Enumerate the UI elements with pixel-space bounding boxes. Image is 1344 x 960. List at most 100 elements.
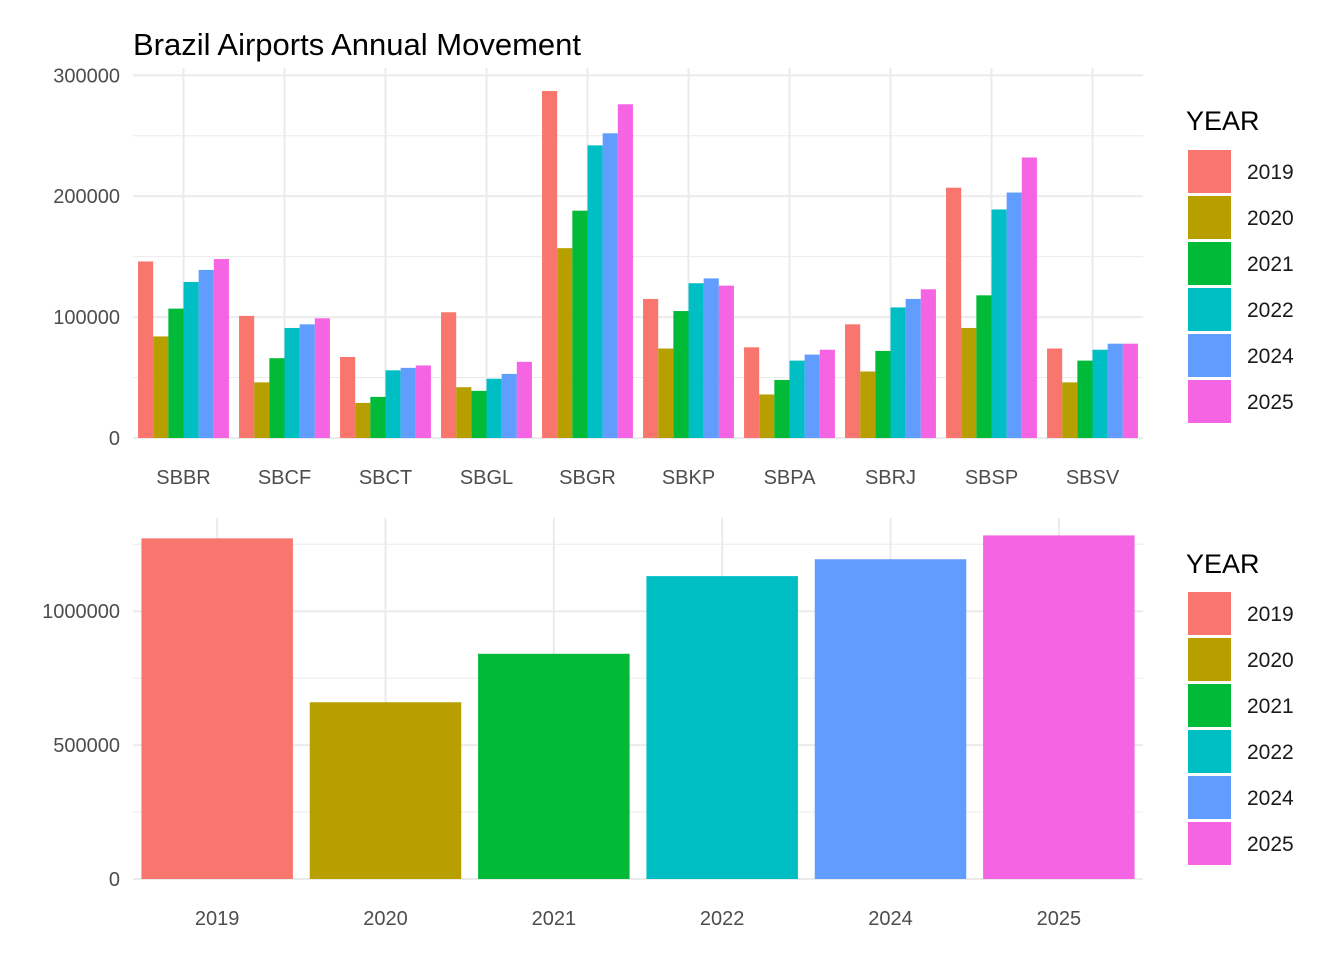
- legend-label: 2020: [1247, 207, 1294, 230]
- legend-label: 2024: [1247, 787, 1294, 810]
- bar-sbsv-2024: [1107, 343, 1123, 438]
- bar-sbsp-2022: [991, 209, 1007, 438]
- y-tick-label: 1000000: [42, 601, 120, 623]
- x-tick-label: SBPA: [764, 467, 817, 489]
- bar-sbsp-2020: [961, 327, 977, 438]
- legend-label: 2019: [1247, 161, 1294, 184]
- legend-key-2021: [1188, 242, 1231, 285]
- bar-sbrj-2025: [920, 289, 936, 438]
- legend-title: YEAR: [1186, 106, 1260, 136]
- bar-sbbr-2020: [153, 336, 169, 438]
- bar-sbcf-2021: [269, 358, 285, 438]
- legend-airports: YEAR 2019 2020 2021 2022 2024 2025: [1186, 106, 1294, 423]
- legend-key-2020: [1188, 196, 1231, 239]
- y-tick-label: 200000: [53, 186, 120, 208]
- bar-sbkp-2020: [658, 348, 674, 438]
- bar-sbpa-2025: [819, 349, 835, 438]
- x-tick-label: 2020: [363, 908, 408, 930]
- legend-title: YEAR: [1186, 549, 1260, 579]
- bar-sbgl-2025: [516, 361, 532, 438]
- bar-sbct-2019: [340, 356, 356, 438]
- bar-sbcf-2024: [299, 324, 315, 438]
- bar-total-2021: [478, 653, 630, 879]
- x-tick-label: SBCT: [359, 467, 412, 489]
- legend-totals: YEAR 2019 2020 2021 2022 2024 2025: [1186, 549, 1294, 865]
- bar-sbbr-2019: [138, 261, 154, 438]
- bar-sbkp-2024: [703, 278, 719, 438]
- bar-sbgl-2022: [486, 378, 502, 438]
- bar-sbct-2021: [370, 396, 386, 438]
- bar-sbsp-2021: [976, 295, 992, 438]
- bar-sbgr-2021: [572, 210, 588, 438]
- bar-sbgr-2019: [542, 90, 558, 439]
- bar-sbbr-2024: [198, 269, 214, 438]
- bar-total-2024: [814, 559, 967, 879]
- legend-label: 2022: [1247, 299, 1294, 322]
- bar-total-2025: [983, 535, 1135, 879]
- x-tick-label: SBKP: [662, 467, 715, 489]
- x-tick-label: SBBR: [156, 467, 210, 489]
- legend-label: 2021: [1247, 695, 1294, 718]
- bar-sbsv-2020: [1062, 382, 1078, 438]
- panel-total-by-year: 0 500000 1000000 2019 2020 2021 2022 2024 2025: [42, 518, 1143, 930]
- legend-key-2024: [1188, 334, 1231, 377]
- legend-key-2024: [1188, 776, 1231, 819]
- bar-sbct-2022: [385, 370, 401, 438]
- legend-label: 2025: [1247, 391, 1294, 414]
- bar-sbsv-2022: [1092, 349, 1108, 438]
- x-tick-label: 2021: [532, 908, 577, 930]
- bar-sbpa-2022: [789, 360, 805, 438]
- bar-sbct-2020: [355, 402, 371, 438]
- bar-sbkp-2019: [643, 298, 659, 438]
- x-tick-label: SBGL: [460, 467, 513, 489]
- x-tick-label: SBSV: [1066, 467, 1120, 489]
- bar-sbpa-2024: [804, 354, 820, 438]
- legend-key-2025: [1188, 822, 1231, 865]
- bar-sbgr-2025: [617, 104, 633, 439]
- bar-sbcf-2019: [239, 315, 255, 438]
- legend-label: 2022: [1247, 741, 1294, 764]
- bar-sbbr-2025: [213, 259, 229, 438]
- bar-sbgl-2019: [441, 312, 457, 438]
- chart-title: Brazil Airports Annual Movement: [133, 27, 581, 62]
- bar-sbcf-2025: [314, 318, 330, 438]
- legend-key-2022: [1188, 288, 1231, 331]
- bar-sbgr-2022: [587, 145, 603, 438]
- legend-label: 2025: [1247, 833, 1294, 856]
- y-tick-label: 100000: [53, 307, 120, 329]
- bar-sbsp-2019: [946, 187, 962, 438]
- bar-sbgl-2020: [456, 387, 472, 438]
- bar-sbrj-2019: [845, 324, 861, 438]
- bar-sbkp-2022: [688, 283, 704, 438]
- bar-sbkp-2021: [673, 311, 689, 438]
- legend-label: 2021: [1247, 253, 1294, 276]
- bar-sbgl-2021: [471, 390, 487, 438]
- bar-sbsv-2019: [1047, 348, 1063, 438]
- x-tick-label: SBGR: [559, 467, 616, 489]
- bar-sbrj-2022: [890, 307, 906, 438]
- legend-key-2019: [1188, 592, 1231, 635]
- panel-airports-by-year: 0 100000 200000 300000 SBBR SBCF SBCT SBGL SBGR S…: [53, 65, 1143, 489]
- bar-sbsv-2021: [1077, 360, 1093, 438]
- legend-key-2025: [1188, 380, 1231, 423]
- bar-sbcf-2020: [254, 382, 270, 438]
- bar-sbrj-2021: [875, 350, 891, 438]
- bar-total-2022: [646, 576, 798, 879]
- legend-key-2019: [1188, 150, 1231, 193]
- y-tick-label: 500000: [53, 735, 120, 757]
- legend-key-2021: [1188, 684, 1231, 727]
- bar-sbsp-2024: [1006, 192, 1022, 438]
- x-tick-label: 2025: [1037, 908, 1082, 930]
- x-tick-label: SBCF: [258, 467, 311, 489]
- legend-label: 2024: [1247, 345, 1294, 368]
- bar-sbgl-2024: [501, 373, 517, 438]
- bar-sbsp-2025: [1021, 157, 1037, 439]
- bar-sbkp-2025: [718, 285, 734, 438]
- y-tick-label: 0: [109, 869, 120, 891]
- bar-sbbr-2021: [168, 308, 184, 438]
- legend-label: 2019: [1247, 603, 1294, 626]
- bar-sbgr-2020: [557, 248, 573, 438]
- x-tick-label: SBRJ: [865, 467, 916, 489]
- x-tick-label: 2024: [868, 908, 913, 930]
- bar-total-2019: [141, 538, 293, 879]
